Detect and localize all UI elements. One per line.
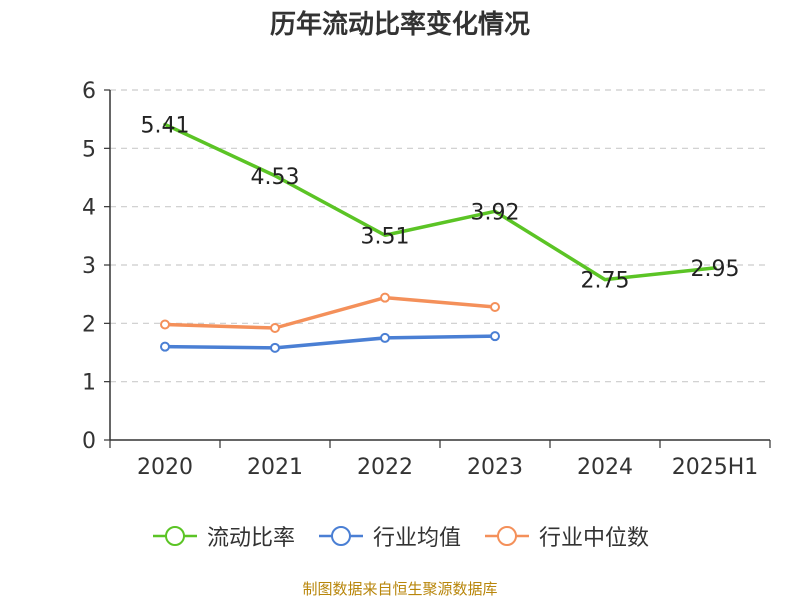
x-tick-label: 2025H1 <box>672 455 759 480</box>
legend-item[interactable]: 行业中位数 <box>483 520 649 552</box>
x-tick-label: 2022 <box>357 455 413 480</box>
data-label: 5.41 <box>141 113 190 138</box>
series-line-1 <box>163 334 497 350</box>
legend-swatch-marker <box>497 526 517 546</box>
data-labels: 5.41 4.53 3.51 3.92 2.75 2.95 <box>141 113 740 293</box>
series-line-0 <box>163 122 717 282</box>
x-tick-label: 2023 <box>467 455 523 480</box>
y-tick-label: 2 <box>82 312 96 337</box>
data-label: 3.51 <box>361 224 410 249</box>
legend-item[interactable]: 行业均值 <box>317 520 461 552</box>
legend-swatch <box>318 526 363 546</box>
source-note: 制图数据来自恒生聚源数据库 <box>302 580 498 598</box>
legend-swatch <box>152 526 197 546</box>
data-label: 2.95 <box>691 257 740 282</box>
axes: 0 1 2 3 4 5 6 2020 2021 2022 2023 2024 2025H1 <box>82 79 771 480</box>
legend-swatch-marker <box>330 526 351 546</box>
data-label: 2.75 <box>581 269 630 294</box>
legend-label: 行业中位数 <box>539 526 650 551</box>
x-tick-label: 2020 <box>137 455 193 480</box>
y-tick-label: 3 <box>82 254 96 279</box>
legend-label: 流动比率 <box>206 526 295 551</box>
legend-label: 行业均值 <box>372 526 461 551</box>
legend-swatch-marker <box>164 526 185 546</box>
data-point <box>490 331 500 342</box>
series-line-2 <box>163 295 497 330</box>
y-tick-label: 4 <box>82 196 96 221</box>
legend-item[interactable]: 流动比率 <box>151 520 295 552</box>
data-label: 3.92 <box>471 200 520 225</box>
series-layer <box>160 122 717 353</box>
x-tick-label: 2021 <box>247 455 303 480</box>
data-point <box>490 302 500 312</box>
x-tick-label: 2024 <box>577 455 633 480</box>
data-label: 4.53 <box>251 165 300 190</box>
data-point <box>160 319 170 330</box>
data-point <box>160 341 170 352</box>
data-point <box>380 332 390 343</box>
data-point <box>270 323 280 333</box>
data-point <box>270 342 280 353</box>
y-tick-label: 1 <box>82 371 96 396</box>
chart-title: 历年流动比率变化情况 <box>269 10 530 40</box>
y-tick-label: 5 <box>82 137 96 162</box>
legend-swatch <box>485 526 529 546</box>
data-point <box>380 292 390 303</box>
y-tick-label: 6 <box>82 79 96 104</box>
legend: 流动比率 行业均值 行业中位数 <box>0 520 800 552</box>
y-tick-label: 0 <box>82 429 96 454</box>
